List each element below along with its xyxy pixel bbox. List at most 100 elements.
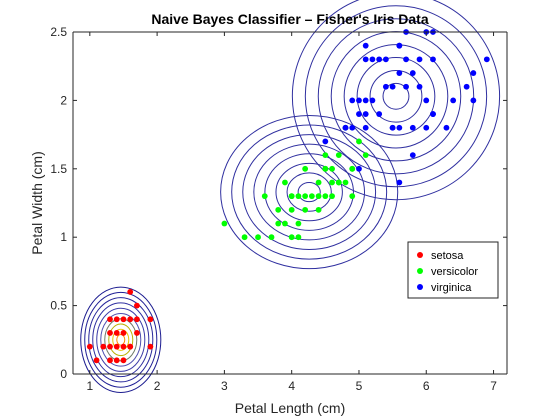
point-setosa: [113, 343, 120, 350]
chart-title: Naive Bayes Classifier – Fisher's Iris D…: [151, 11, 428, 27]
point-setosa: [86, 343, 93, 350]
y-tick-label: 2.5: [50, 25, 67, 39]
point-versicolor: [288, 193, 295, 200]
point-virginica: [362, 124, 369, 131]
point-setosa: [107, 343, 113, 350]
point-virginica: [396, 70, 403, 76]
point-virginica: [382, 83, 389, 90]
point-setosa: [107, 316, 113, 323]
point-versicolor: [241, 234, 248, 241]
point-versicolor: [302, 165, 309, 172]
point-virginica: [409, 124, 416, 131]
point-versicolor: [308, 193, 315, 200]
point-virginica: [356, 165, 362, 172]
point-versicolor: [342, 179, 349, 186]
contour-setosa: [88, 297, 154, 383]
contour-setosa: [108, 323, 134, 357]
contour-virginica: [343, 44, 449, 149]
y-tick-label: 2: [60, 93, 67, 107]
contours-layer: [80, 0, 501, 393]
point-versicolor: [221, 220, 228, 227]
point-virginica: [322, 138, 329, 145]
point-virginica: [450, 97, 457, 104]
contour-versicolor: [297, 181, 321, 203]
contour-setosa: [80, 286, 162, 393]
y-axis-label: Petal Width (cm): [29, 151, 45, 254]
axes-box: [72, 31, 508, 375]
point-virginica: [423, 97, 430, 104]
point-versicolor: [329, 193, 335, 200]
point-versicolor: [268, 234, 275, 241]
contour-virginica: [356, 57, 436, 136]
point-versicolor: [329, 165, 335, 172]
point-virginica: [376, 111, 383, 117]
point-virginica: [483, 56, 490, 63]
x-tick-label: 7: [490, 379, 497, 393]
point-setosa: [93, 357, 100, 364]
point-versicolor: [302, 193, 309, 200]
contour-group-versicolor: [220, 114, 399, 270]
point-versicolor: [322, 193, 329, 200]
point-virginica: [382, 56, 389, 63]
point-setosa: [147, 343, 154, 350]
point-versicolor: [295, 193, 302, 200]
point-virginica: [376, 56, 383, 63]
contour-setosa: [84, 291, 158, 388]
point-virginica: [349, 97, 356, 104]
contour-setosa: [92, 302, 150, 378]
point-setosa: [107, 357, 113, 364]
point-virginica: [356, 97, 362, 104]
point-virginica: [396, 42, 403, 49]
point-setosa: [113, 316, 120, 323]
contour-versicolor: [275, 162, 343, 222]
x-tick-label: 1: [86, 379, 93, 393]
point-virginica: [409, 70, 416, 76]
point-virginica: [389, 124, 396, 131]
series-virginica: [322, 29, 490, 186]
x-tick-label: 2: [154, 379, 161, 393]
point-setosa: [107, 330, 113, 336]
point-virginica: [396, 179, 403, 186]
point-virginica: [423, 124, 430, 131]
ticks-layer: 1 2 3 4 5 6 7 0 0.5 1 1.5 2 2.5: [50, 25, 507, 393]
point-versicolor: [362, 152, 369, 159]
y-tick-label: 0.5: [50, 299, 67, 313]
point-virginica: [443, 124, 450, 131]
point-versicolor: [295, 220, 302, 227]
x-tick-label: 4: [288, 379, 295, 393]
contour-virginica: [304, 5, 488, 188]
point-virginica: [362, 111, 369, 117]
point-setosa: [113, 357, 120, 364]
contour-group-setosa: [80, 286, 162, 393]
point-setosa: [100, 343, 107, 350]
point-versicolor: [315, 193, 322, 200]
point-virginica: [403, 83, 409, 90]
point-virginica: [430, 56, 436, 63]
point-setosa: [120, 330, 127, 336]
point-versicolor: [275, 206, 282, 213]
point-versicolor: [295, 234, 302, 241]
x-axis-label: Petal Length (cm): [235, 400, 346, 416]
x-tick-label: 6: [423, 379, 430, 393]
contour-virginica: [291, 0, 501, 201]
point-versicolor: [356, 138, 362, 145]
contour-virginica: [317, 18, 475, 175]
point-virginica: [403, 56, 409, 63]
point-versicolor: [275, 220, 282, 227]
point-versicolor: [315, 179, 322, 186]
point-setosa: [134, 316, 140, 323]
plot-area: [73, 32, 507, 374]
y-tick-label: 1.5: [50, 162, 67, 176]
point-versicolor: [335, 179, 342, 186]
y-tick-label: 0: [60, 367, 67, 381]
point-virginica: [430, 111, 436, 117]
point-versicolor: [302, 206, 309, 213]
point-versicolor: [288, 234, 295, 241]
x-tick-label: 5: [356, 379, 363, 393]
point-virginica: [416, 56, 423, 63]
point-versicolor: [261, 193, 268, 200]
point-virginica: [470, 70, 477, 76]
point-setosa: [147, 316, 154, 323]
contour-virginica: [382, 82, 410, 110]
point-virginica: [409, 152, 416, 159]
